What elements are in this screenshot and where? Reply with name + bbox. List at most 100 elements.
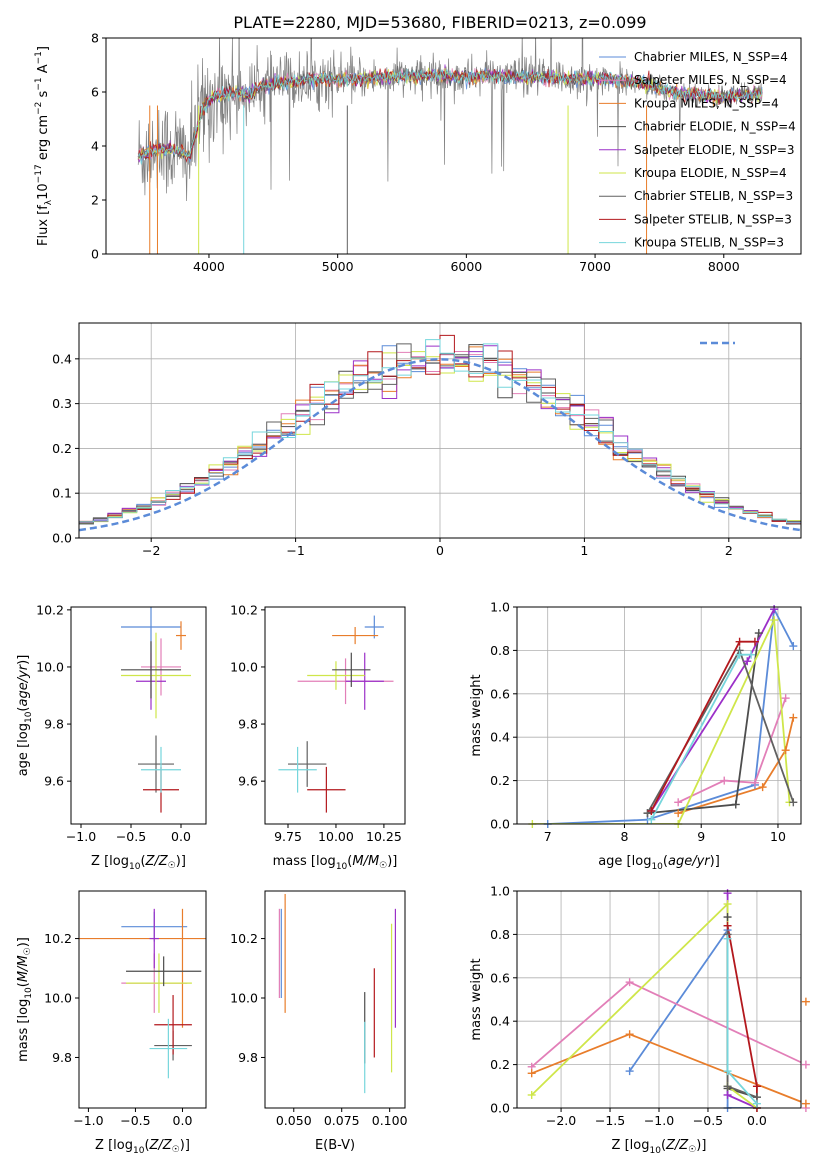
errorbar-plot-area bbox=[121, 607, 191, 813]
series-line bbox=[531, 981, 801, 1068]
x-tick-label: 0.0 bbox=[173, 1113, 193, 1128]
axes-frame bbox=[516, 606, 802, 825]
y-tick-label: 10.2 bbox=[44, 931, 72, 946]
y-tick-label: 0.0 bbox=[490, 817, 510, 832]
y-tick-label: 0.3 bbox=[52, 396, 72, 411]
x-tick-label: 5000 bbox=[322, 259, 354, 274]
errorbar-plot-area bbox=[278, 615, 394, 813]
y-tick-label: 0.8 bbox=[490, 643, 510, 658]
y-tick-label: 6 bbox=[91, 85, 99, 100]
y-tick-label: 10.2 bbox=[230, 931, 258, 946]
gaussian-curve bbox=[79, 358, 801, 532]
x-tick-label: 7 bbox=[544, 829, 552, 844]
x-tick-label: −1.0 bbox=[644, 1113, 674, 1128]
y-tick-label: 0.2 bbox=[52, 441, 72, 456]
mass-vs-ebv-panel: 0.050 0.075 0.100 9.8 10.0 10.2 E(B-V) bbox=[230, 890, 408, 1153]
legend-label: Chabrier MILES, N_SSP=4 bbox=[634, 50, 788, 64]
x-axis-label: age [log10(age/yr)] bbox=[598, 854, 720, 872]
histogram-plot-area bbox=[79, 334, 801, 532]
x-tick-label: −1.0 bbox=[73, 1113, 103, 1128]
x-axis-label: Z [log10(Z/Z☉)] bbox=[91, 854, 186, 872]
x-tick-label: 0.0 bbox=[747, 1113, 767, 1128]
y-tick-label: 0.6 bbox=[490, 686, 510, 701]
x-tick-label: 10 bbox=[770, 829, 786, 844]
errorbar-plot-area bbox=[79, 908, 206, 1079]
model-spectrum bbox=[137, 68, 763, 165]
y-tick-label: 0.4 bbox=[490, 1014, 510, 1029]
x-axis-label: Z [log10(Z/Z☉)] bbox=[95, 1138, 190, 1156]
model-spectrum bbox=[137, 65, 763, 160]
x-tick-label: 6000 bbox=[450, 259, 482, 274]
y-tick-label: 9.6 bbox=[44, 774, 64, 789]
mass-vs-metallicity-panel: −1.0 −0.5 0.0 9.8 10.0 10.2 Z [log10(Z/Z☉)] mas… bbox=[16, 890, 207, 1156]
x-tick-label: −0.5 bbox=[120, 1113, 150, 1128]
y-tick-label: 4 bbox=[91, 139, 99, 154]
legend-label: Kroupa ELODIE, N_SSP=4 bbox=[634, 166, 787, 180]
y-tick-label: 9.8 bbox=[44, 717, 64, 732]
axes-frame bbox=[70, 606, 207, 825]
axes-frame bbox=[78, 322, 802, 539]
spectrum-panel: 4000 5000 6000 7000 8000 0 2 4 6 8 Flux [fλ10−17 e… bbox=[34, 31, 802, 274]
x-axis-label: E(B-V) bbox=[315, 1138, 355, 1153]
figure-title: PLATE=2280, MJD=53680, FIBERID=0213, z=0… bbox=[233, 13, 646, 32]
axes-frame bbox=[264, 890, 406, 1109]
line-plot-area bbox=[531, 893, 801, 1108]
age-vs-metallicity-panel: −1.0 −0.5 0.0 9.6 9.8 10.0 10.2 Z [log10(Z/Z☉)]… bbox=[16, 602, 207, 872]
x-axis-label: Z [log10(Z/Z☉)] bbox=[612, 1138, 707, 1156]
age-vs-mass-panel: 9.75 10.00 10.25 9.6 9.8 10.0 10.2 mass [log10(… bbox=[230, 602, 406, 872]
errorbar-plot-area bbox=[278, 893, 397, 1094]
x-tick-label: −1.0 bbox=[66, 829, 96, 844]
y-tick-label: 1.0 bbox=[490, 600, 510, 615]
legend-label: Salpeter ELODIE, N_SSP=3 bbox=[634, 143, 795, 157]
legend-label: Chabrier ELODIE, N_SSP=4 bbox=[634, 120, 796, 134]
y-tick-label: 10.0 bbox=[36, 659, 64, 674]
y-tick-label: 10.0 bbox=[44, 991, 72, 1006]
y-axis-label: mass [log10(M/M☉)] bbox=[16, 937, 34, 1062]
x-tick-label: −1 bbox=[286, 543, 304, 558]
x-tick-label: −1.5 bbox=[595, 1113, 625, 1128]
x-tick-label: 1 bbox=[580, 543, 588, 558]
x-tick-label: 0.0 bbox=[171, 829, 191, 844]
series-line bbox=[646, 648, 795, 814]
x-tick-label: 10.25 bbox=[366, 829, 402, 844]
x-tick-label: 8000 bbox=[708, 259, 740, 274]
y-tick-label: 10.0 bbox=[230, 659, 258, 674]
y-tick-label: 0 bbox=[91, 247, 99, 262]
y-tick-label: 10.2 bbox=[36, 602, 64, 617]
y-tick-label: 2 bbox=[91, 193, 99, 208]
y-axis-label: age [log10(age/yr)] bbox=[16, 655, 34, 777]
y-tick-label: 0.0 bbox=[52, 531, 72, 546]
mass-weight-vs-age-panel: 7 8 9 10 0.0 0.2 0.4 0.6 0.8 1.0 age [log10(age/yr… bbox=[469, 600, 802, 872]
x-tick-label: 0.075 bbox=[324, 1113, 360, 1128]
x-tick-label: 4000 bbox=[193, 259, 225, 274]
series-line bbox=[677, 717, 795, 814]
y-axis-label: mass weight bbox=[469, 674, 484, 756]
x-tick-label: 0.100 bbox=[372, 1113, 408, 1128]
y-tick-label: 10.2 bbox=[230, 602, 258, 617]
x-tick-label: 10.00 bbox=[318, 829, 354, 844]
y-axis-label: Flux [fλ10−17 erg cm−2 s−1 A−1] bbox=[34, 46, 54, 246]
x-tick-label: 9.75 bbox=[274, 829, 302, 844]
x-tick-label: 9 bbox=[697, 829, 705, 844]
y-tick-label: 0.2 bbox=[490, 773, 510, 788]
y-tick-label: 0.0 bbox=[490, 1101, 510, 1116]
x-tick-label: 0.050 bbox=[276, 1113, 312, 1128]
histogram-series bbox=[79, 339, 801, 524]
x-tick-label: −2 bbox=[142, 543, 160, 558]
x-tick-label: 2 bbox=[725, 543, 733, 558]
x-tick-label: −0.5 bbox=[693, 1113, 723, 1128]
y-tick-label: 8 bbox=[91, 31, 99, 46]
legend-label: Salpeter STELIB, N_SSP=3 bbox=[634, 212, 792, 226]
spectrum-plot-area bbox=[137, 38, 763, 254]
x-tick-label: −0.5 bbox=[116, 829, 146, 844]
axes-frame bbox=[105, 37, 802, 255]
x-tick-label: 8 bbox=[620, 829, 628, 844]
y-axis-label: mass weight bbox=[469, 958, 484, 1040]
y-tick-label: 0.1 bbox=[52, 486, 72, 501]
legend-label: Chabrier STELIB, N_SSP=3 bbox=[634, 189, 793, 203]
residual-histogram-panel: −2 −1 0 1 2 0.0 0.1 0.2 0.3 0.4 bbox=[52, 322, 802, 558]
x-axis-label: mass [log10(M/M☉)] bbox=[273, 854, 398, 872]
x-tick-label: −2.0 bbox=[546, 1113, 576, 1128]
x-tick-label: 7000 bbox=[579, 259, 611, 274]
